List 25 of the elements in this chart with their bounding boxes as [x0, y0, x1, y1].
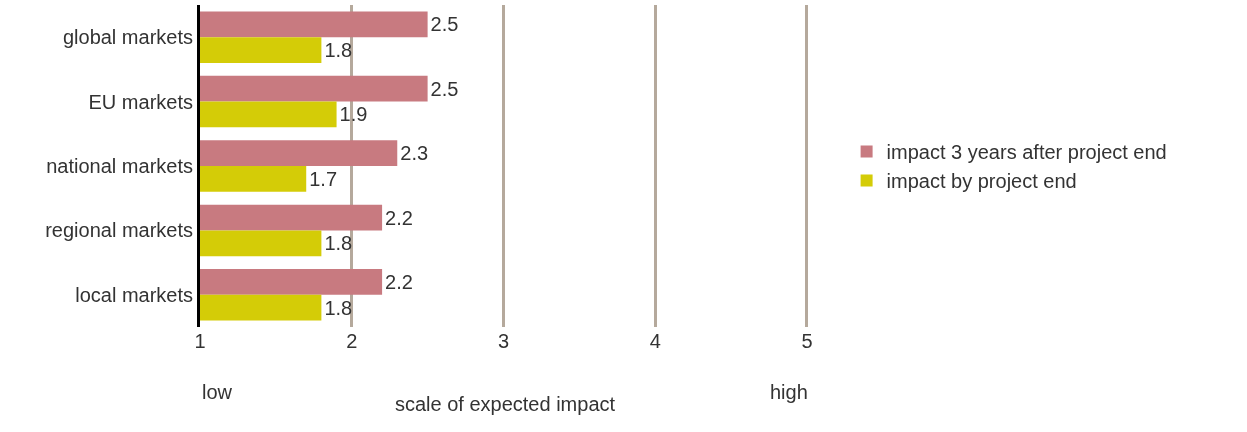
data-label: 1.8 [324, 232, 353, 255]
data-label: 2.2 [385, 270, 413, 293]
data-label: 2.5 [430, 13, 459, 36]
data-label: 1.8 [324, 296, 353, 319]
y-tick-label: EU markets [88, 90, 193, 113]
data-label: 2.5 [430, 77, 459, 100]
y-tick-label: national markets [46, 155, 193, 177]
legend-label: impact 3 years after project end [886, 141, 1167, 164]
data-label: 1.9 [339, 103, 368, 126]
data-label: 2.3 [400, 142, 429, 165]
x-tick-label: 3 [497, 330, 510, 352]
text: high [770, 381, 808, 403]
data-label: 2.2 [385, 206, 413, 229]
y-tick-label: local markets [75, 283, 193, 306]
x-tick-label: 4 [649, 330, 661, 352]
data-label: 1.8 [324, 39, 353, 62]
y-tick-label: regional markets [45, 219, 193, 242]
x-tick-label: 2 [346, 330, 358, 352]
y-tick-label: global markets [62, 26, 193, 49]
x-tick-label: 1 [194, 330, 206, 352]
x-tick-label: 5 [801, 330, 813, 352]
legend-label: impact by project end [886, 170, 1077, 193]
data-label: 1.7 [309, 167, 338, 190]
text: low [202, 381, 233, 403]
x-axis-title: scale of expected impact [394, 392, 616, 415]
